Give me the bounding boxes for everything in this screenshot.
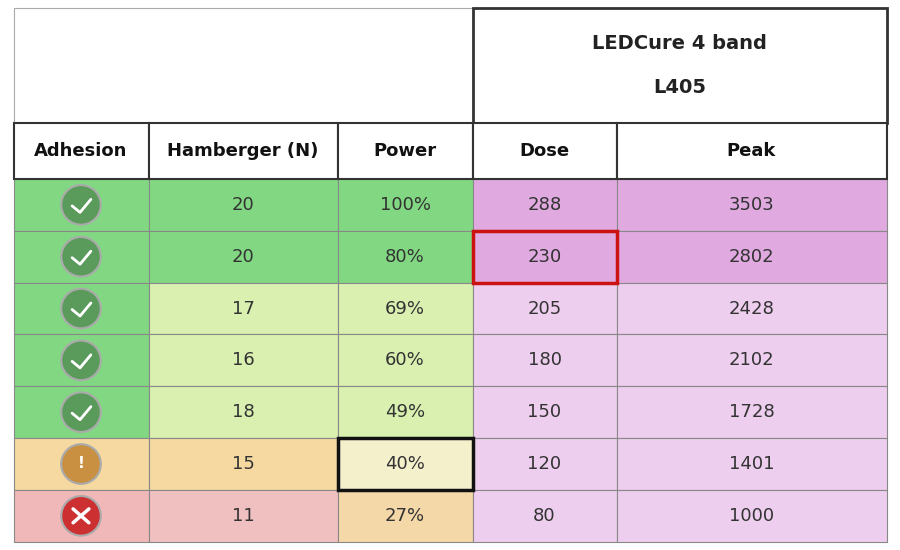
Bar — [616, 179, 886, 231]
Bar — [472, 490, 616, 542]
Text: 15: 15 — [231, 455, 255, 473]
Text: 3503: 3503 — [729, 196, 774, 214]
Bar — [148, 386, 338, 438]
Text: Power: Power — [374, 142, 436, 160]
Bar — [148, 231, 338, 283]
Bar — [148, 438, 338, 490]
Text: 1728: 1728 — [729, 403, 774, 421]
Bar — [338, 179, 472, 231]
Text: 205: 205 — [527, 300, 562, 317]
Text: 18: 18 — [231, 403, 255, 421]
Bar — [472, 334, 616, 386]
Bar — [616, 334, 886, 386]
Bar — [338, 283, 472, 334]
Text: 11: 11 — [231, 507, 255, 525]
Text: 288: 288 — [527, 196, 562, 214]
Text: 1401: 1401 — [729, 455, 774, 473]
Ellipse shape — [61, 289, 101, 328]
Bar — [14, 179, 149, 231]
Bar — [14, 231, 149, 283]
Text: 230: 230 — [527, 248, 562, 266]
Bar — [148, 283, 338, 334]
Ellipse shape — [61, 185, 101, 225]
Bar — [616, 386, 886, 438]
Ellipse shape — [61, 496, 101, 536]
Bar — [472, 231, 616, 283]
Text: 60%: 60% — [385, 351, 425, 370]
Bar — [338, 231, 472, 283]
Text: 16: 16 — [231, 351, 255, 370]
Text: Peak: Peak — [727, 142, 776, 160]
Bar — [14, 490, 149, 542]
Bar — [616, 123, 886, 179]
Text: 49%: 49% — [385, 403, 425, 421]
Bar — [14, 438, 149, 490]
Text: L405: L405 — [653, 78, 706, 97]
Text: 2102: 2102 — [729, 351, 774, 370]
Text: 20: 20 — [231, 248, 255, 266]
Ellipse shape — [61, 237, 101, 277]
Bar — [338, 438, 472, 490]
Text: 180: 180 — [527, 351, 562, 370]
Bar — [338, 490, 472, 542]
Bar — [14, 283, 149, 334]
Text: 150: 150 — [527, 403, 562, 421]
Bar — [472, 438, 616, 490]
Bar — [14, 8, 472, 123]
Text: 17: 17 — [231, 300, 255, 317]
Bar — [472, 179, 616, 231]
Text: 69%: 69% — [385, 300, 425, 317]
Bar — [148, 490, 338, 542]
Text: Dose: Dose — [519, 142, 570, 160]
Bar — [616, 231, 886, 283]
Ellipse shape — [61, 444, 101, 484]
Text: 120: 120 — [527, 455, 562, 473]
Bar — [338, 334, 472, 386]
Bar — [616, 490, 886, 542]
Bar — [472, 386, 616, 438]
Text: 1000: 1000 — [729, 507, 774, 525]
Bar — [14, 334, 149, 386]
Text: 27%: 27% — [385, 507, 425, 525]
Text: LEDCure 4 band: LEDCure 4 band — [592, 34, 767, 53]
Text: 2802: 2802 — [729, 248, 774, 266]
Bar — [148, 123, 338, 179]
Bar — [14, 123, 149, 179]
Text: !: ! — [77, 455, 85, 470]
Text: 20: 20 — [231, 196, 255, 214]
Bar — [338, 438, 472, 490]
Bar — [338, 123, 472, 179]
Text: 100%: 100% — [380, 196, 430, 214]
Ellipse shape — [61, 392, 101, 432]
Bar — [616, 438, 886, 490]
Text: 80%: 80% — [385, 248, 425, 266]
Bar — [472, 283, 616, 334]
Text: Adhesion: Adhesion — [34, 142, 128, 160]
Bar — [472, 231, 616, 283]
Ellipse shape — [61, 340, 101, 380]
Text: 2428: 2428 — [729, 300, 774, 317]
Bar — [14, 386, 149, 438]
Bar — [338, 386, 472, 438]
Bar — [148, 179, 338, 231]
Text: Hamberger (N): Hamberger (N) — [167, 142, 319, 160]
Text: 40%: 40% — [385, 455, 425, 473]
Bar — [472, 8, 886, 123]
Text: 80: 80 — [533, 507, 556, 525]
Bar — [148, 334, 338, 386]
Bar — [472, 123, 616, 179]
Bar — [616, 283, 886, 334]
